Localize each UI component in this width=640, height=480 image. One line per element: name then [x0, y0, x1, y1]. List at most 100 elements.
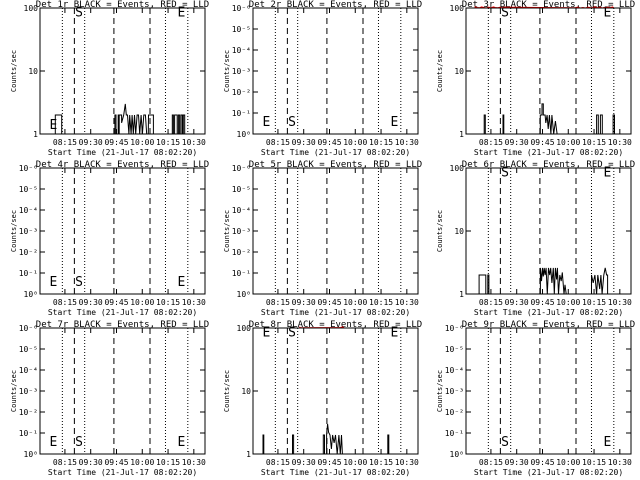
y-axis-label: Counts/sec — [436, 50, 444, 92]
y-tick-label: 10⁻⁴ — [445, 366, 464, 375]
x-tick-label: 10:30 — [395, 138, 419, 147]
marker-e: E — [49, 275, 57, 290]
x-tick-label: 08:15 — [53, 138, 77, 147]
x-tick-label: 10:15 — [582, 298, 606, 307]
y-tick-label: 10⁰ — [24, 450, 38, 459]
x-tick-label: 09:30 — [79, 298, 103, 307]
y-tick-label: 10⁻¹ — [232, 109, 251, 118]
x-tick-label: 09:45 — [104, 138, 128, 147]
x-tick-label: 09:45 — [104, 298, 128, 307]
panel-title: Det 8r BLACK = Events, RED = LLD — [249, 320, 422, 330]
x-tick-label: 09:45 — [530, 458, 554, 467]
plot-frame — [252, 7, 419, 135]
x-tick-label: 10:00 — [343, 458, 367, 467]
marker-s: S — [501, 5, 509, 20]
y-tick-label: 10⁻⁵ — [19, 185, 38, 194]
x-tick-label: 09:30 — [505, 138, 529, 147]
x-tick-label: 10:15 — [369, 138, 393, 147]
plot-frame — [39, 7, 206, 135]
marker-e: E — [604, 5, 612, 20]
y-tick-label: 10⁻⁴ — [19, 206, 38, 215]
x-tick-label: 10:30 — [182, 138, 206, 147]
plot-frame — [252, 167, 419, 295]
marker-e: E — [262, 325, 270, 340]
y-tick-label: 10⁻⁵ — [445, 345, 464, 354]
x-tick-label: 10:00 — [343, 138, 367, 147]
x-tick-label: 09:30 — [79, 138, 103, 147]
y-tick-label: 100 — [237, 324, 252, 333]
marker-e: E — [49, 435, 57, 450]
marker-e: E — [49, 118, 57, 133]
y-tick-label: 10⁰ — [24, 290, 38, 299]
marker-s: S — [501, 165, 509, 180]
x-tick-label: 09:30 — [292, 138, 316, 147]
y-axis-label: Counts/sec — [436, 370, 444, 412]
events-series — [40, 103, 205, 135]
x-tick-label: 10:00 — [343, 298, 367, 307]
y-tick-label: 10⁻⁶ — [19, 164, 38, 173]
y-tick-label: 10 — [241, 387, 251, 396]
x-tick-label: 10:30 — [395, 298, 419, 307]
y-axis-label: Counts/sec — [436, 210, 444, 252]
panel-title: Det 4r BLACK = Events, RED = LLD — [36, 160, 209, 170]
y-tick-label: 10⁻³ — [19, 227, 38, 236]
x-tick-label: 10:30 — [182, 298, 206, 307]
y-tick-label: 10⁻¹ — [19, 269, 38, 278]
x-tick-label: 10:30 — [608, 458, 632, 467]
marker-s: S — [75, 275, 83, 290]
y-tick-label: 10⁻² — [19, 248, 38, 257]
marker-e: E — [178, 435, 186, 450]
x-axis-label: Start Time (21-Jul-17 08:02:20) — [474, 468, 623, 477]
plot-frame — [252, 327, 419, 455]
panel-title: Det 2r BLACK = Events, RED = LLD — [249, 0, 422, 10]
y-axis-label: Counts/sec — [10, 370, 18, 412]
x-tick-label: 10:00 — [130, 298, 154, 307]
marker-s: S — [288, 325, 296, 340]
panel-det-6r: Det 6r BLACK = Events, RED = LLD 1 10 100 Co… — [436, 160, 635, 317]
x-tick-label: 09:30 — [79, 458, 103, 467]
x-tick-label: 08:15 — [53, 298, 77, 307]
marker-e: E — [604, 435, 612, 450]
x-tick-label: 10:00 — [556, 458, 580, 467]
panel-det-1r: Det 1r BLACK = Events, RED = LLD 1 10 100 Co… — [10, 0, 209, 157]
x-tick-label: 10:30 — [608, 298, 632, 307]
panel-title: Det 6r BLACK = Events, RED = LLD — [462, 160, 635, 170]
x-tick-label: 08:15 — [266, 458, 290, 467]
x-tick-label: 10:15 — [156, 138, 180, 147]
plot-frame — [465, 327, 632, 455]
y-tick-label: 10⁻⁶ — [445, 324, 464, 333]
panel-det-4r: Det 4r BLACK = Events, RED = LLD 10⁰ 10⁻¹ 1… — [10, 160, 209, 317]
x-tick-label: 09:45 — [104, 458, 128, 467]
panel-title: Det 7r BLACK = Events, RED = LLD — [36, 320, 209, 330]
x-tick-label: 08:15 — [479, 298, 503, 307]
x-tick-label: 08:15 — [266, 298, 290, 307]
x-tick-label: 09:30 — [292, 298, 316, 307]
y-axis-label: Counts/sec — [223, 210, 231, 252]
marker-e: E — [262, 115, 270, 130]
x-axis-label: Start Time (21-Jul-17 08:02:20) — [474, 148, 623, 157]
y-tick-label: 10⁻¹ — [232, 269, 251, 278]
y-tick-label: 100 — [24, 4, 39, 13]
x-tick-label: 10:00 — [556, 298, 580, 307]
y-tick-label: 10⁰ — [237, 290, 251, 299]
events-series — [253, 423, 418, 455]
marker-s: S — [75, 5, 83, 20]
y-tick-label: 10⁻⁴ — [232, 46, 251, 55]
y-tick-label: 10⁻³ — [445, 387, 464, 396]
x-tick-label: 10:30 — [608, 138, 632, 147]
x-axis-label: Start Time (21-Jul-17 08:02:20) — [261, 468, 410, 477]
y-tick-label: 10⁻⁶ — [19, 324, 38, 333]
y-tick-label: 10⁻⁶ — [232, 164, 251, 173]
y-tick-label: 10 — [454, 227, 464, 236]
x-tick-label: 09:45 — [530, 298, 554, 307]
marker-s: S — [288, 115, 296, 130]
x-tick-label: 10:15 — [156, 298, 180, 307]
x-tick-label: 09:30 — [292, 458, 316, 467]
y-tick-label: 10⁰ — [237, 130, 251, 139]
y-axis-label: Counts/sec — [223, 370, 231, 412]
panel-title: Det 5r BLACK = Events, RED = LLD — [249, 160, 422, 170]
y-tick-label: 10 — [28, 67, 38, 76]
x-tick-label: 09:45 — [317, 138, 341, 147]
plot-frame — [465, 7, 632, 135]
